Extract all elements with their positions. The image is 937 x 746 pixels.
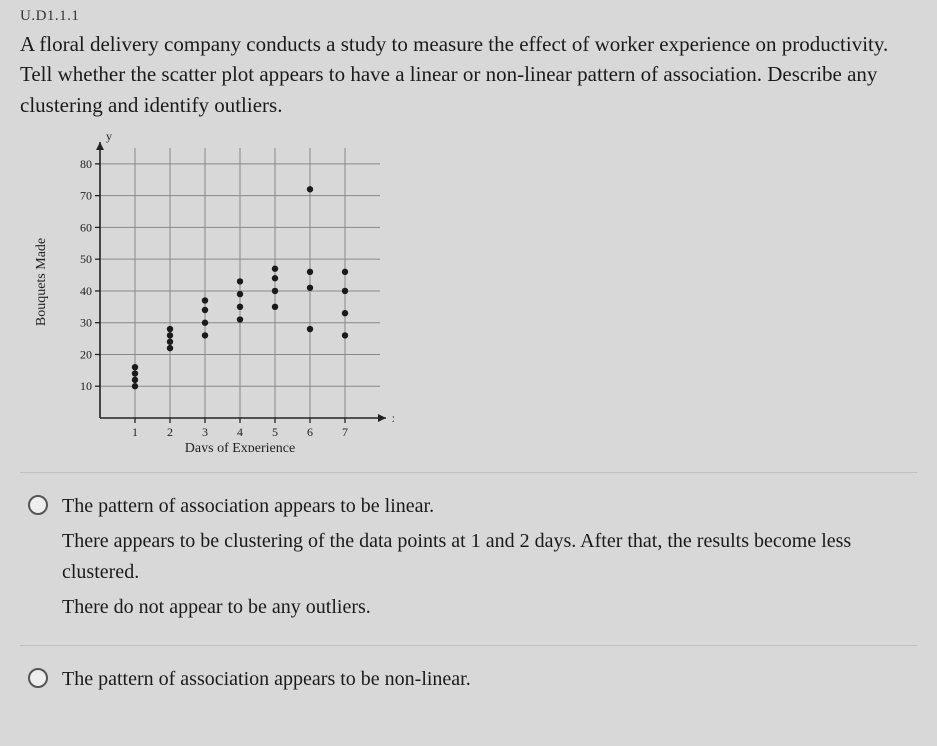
option-a-line2: There appears to be clustering of the da… [62,526,917,588]
answer-option-b[interactable]: The pattern of association appears to be… [28,664,917,699]
option-a-line1: The pattern of association appears to be… [62,491,917,522]
svg-text:40: 40 [80,284,92,298]
svg-text:80: 80 [80,157,92,171]
svg-text:5: 5 [272,425,278,439]
scatter-plot-region: Bouquets Made 1 2 3 4 5 6 7 10 20 30 40 50 60 70 80 x y D… [30,132,917,452]
answer-option-a[interactable]: The pattern of association appears to be… [28,491,917,627]
answer-option-b-text: The pattern of association appears to be… [62,664,471,699]
y-axis-label: Bouquets Made [34,238,50,326]
svg-text:2: 2 [167,425,173,439]
answer-option-a-text: The pattern of association appears to be… [62,491,917,627]
radio-icon[interactable] [28,668,48,688]
radio-icon[interactable] [28,495,48,515]
svg-text:10: 10 [80,380,92,394]
option-divider-top [20,472,917,473]
svg-text:4: 4 [237,425,243,439]
option-a-line3: There do not appear to be any outliers. [62,592,917,623]
svg-text:60: 60 [80,221,92,235]
svg-text:7: 7 [342,425,348,439]
option-divider-mid [20,645,917,646]
svg-text:50: 50 [80,252,92,266]
svg-text:1: 1 [132,425,138,439]
svg-text:6: 6 [307,425,313,439]
svg-text:30: 30 [80,316,92,330]
y-axis-label-wrap: Bouquets Made [30,132,54,432]
svg-text:3: 3 [202,425,208,439]
scatter-plot-svg: 1 2 3 4 5 6 7 10 20 30 40 50 60 70 80 x y Days of Experie… [54,132,394,452]
svg-text:20: 20 [80,348,92,362]
question-number: U.D1.1.1 [20,8,917,25]
svg-text:x: x [392,411,394,425]
question-prompt: A floral delivery company conducts a stu… [20,29,917,120]
option-b-line1: The pattern of association appears to be… [62,664,471,695]
svg-text:y: y [106,132,112,143]
svg-text:Days of Experience: Days of Experience [185,441,295,452]
svg-text:70: 70 [80,189,92,203]
